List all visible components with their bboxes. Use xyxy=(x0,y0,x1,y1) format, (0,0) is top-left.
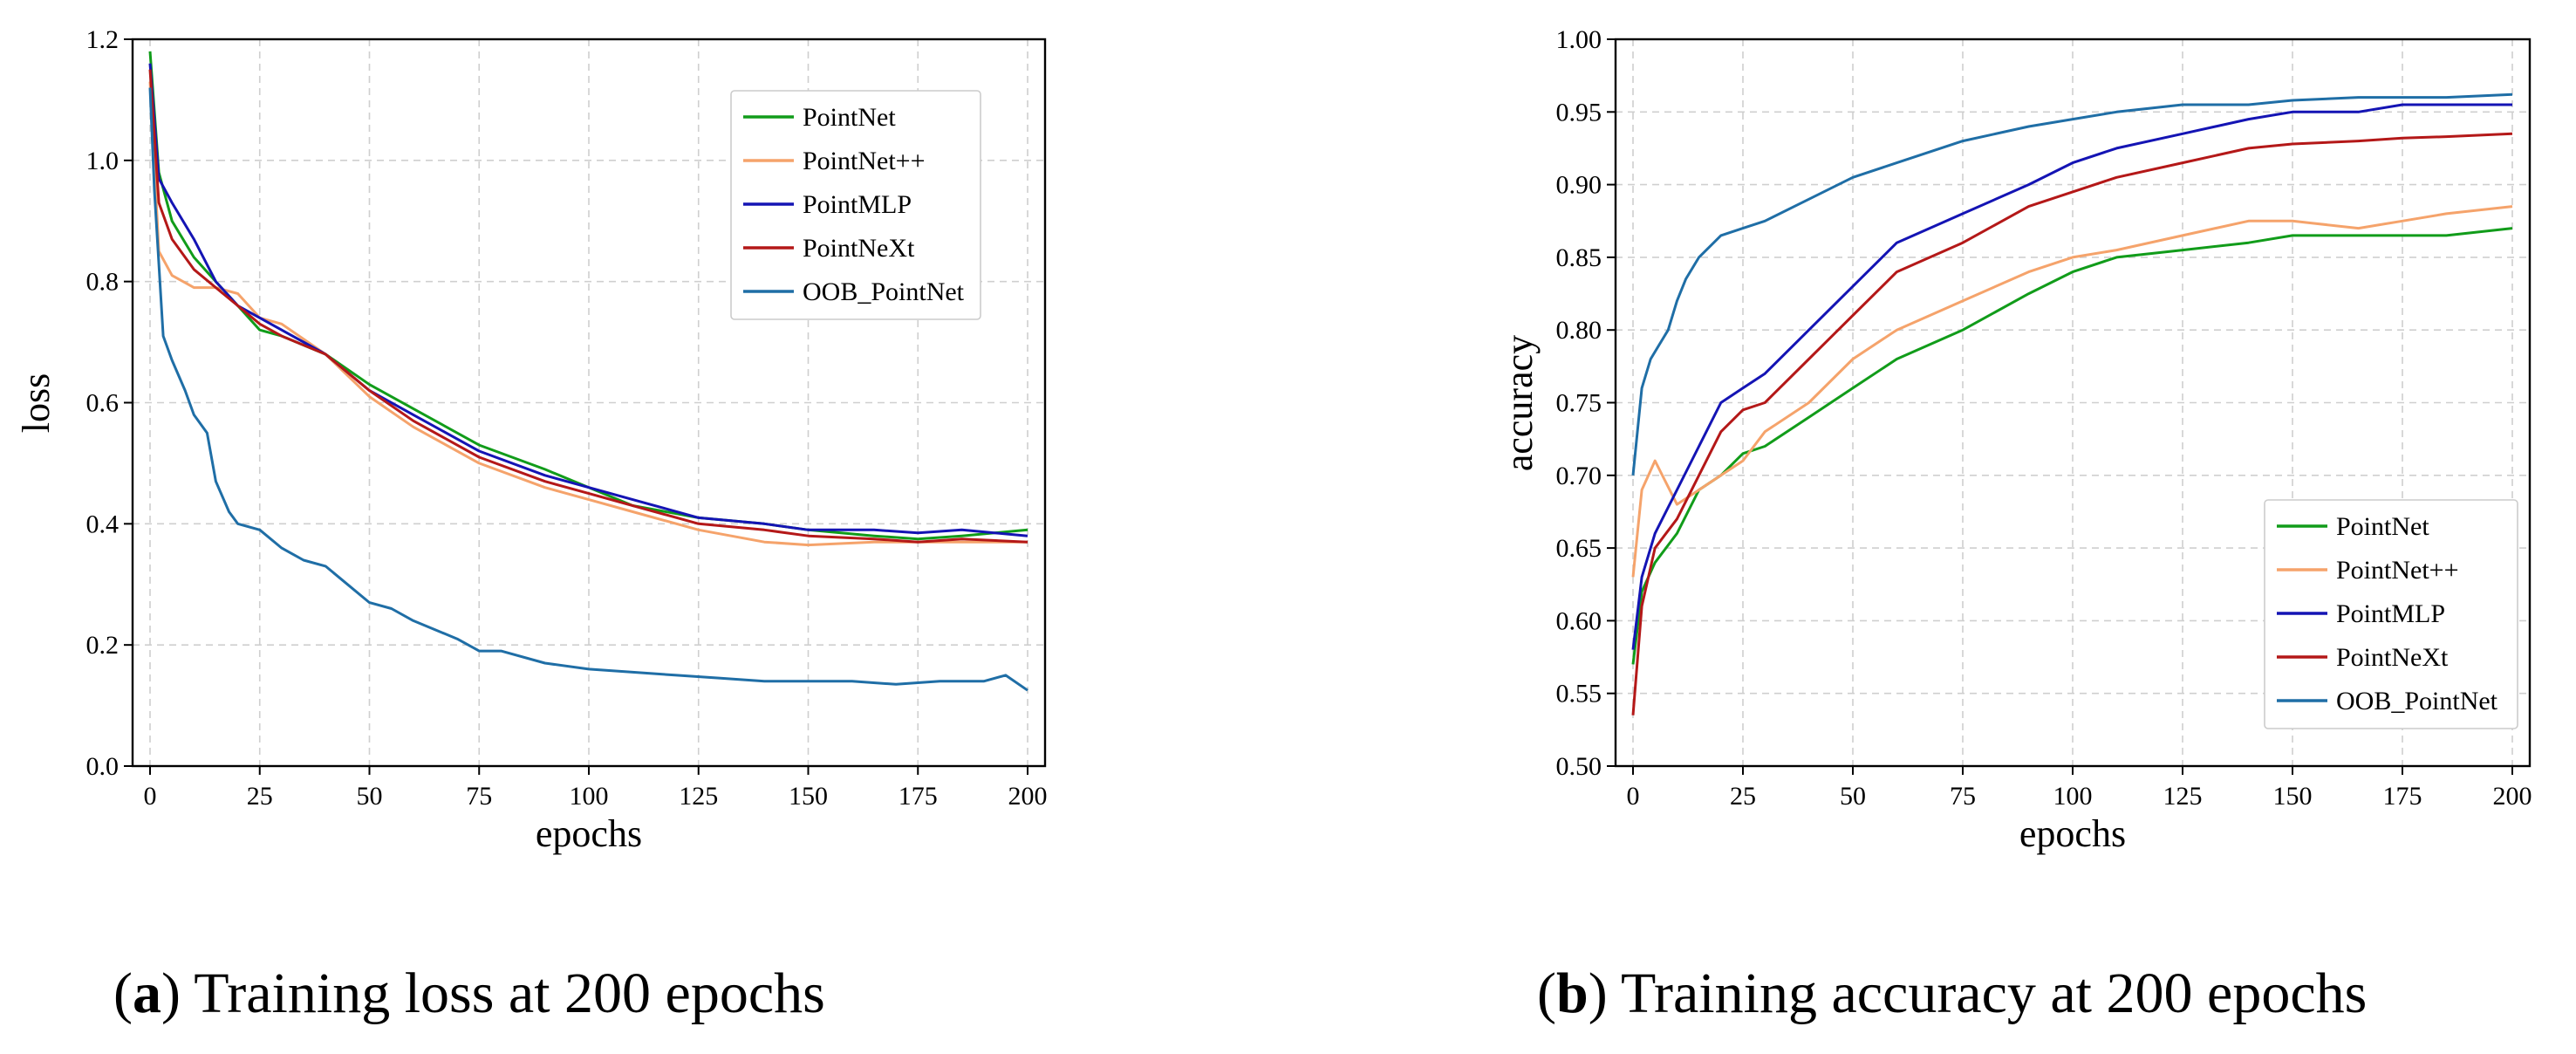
y-tick-label: 0.50 xyxy=(1556,752,1602,781)
x-axis-label: epochs xyxy=(536,812,642,855)
y-axis-label: accuracy xyxy=(1498,335,1541,471)
legend-label: PointNeXt xyxy=(803,234,915,263)
y-tick-label: 0.95 xyxy=(1556,98,1602,127)
x-tick-label: 75 xyxy=(1950,782,1976,811)
legend-label: PointMLP xyxy=(803,190,912,219)
legend-label: OOB_PointNet xyxy=(803,277,965,306)
y-tick-label: 1.00 xyxy=(1556,25,1602,54)
x-tick-label: 100 xyxy=(2053,782,2093,811)
x-tick-label: 50 xyxy=(1840,782,1866,811)
x-tick-label: 0 xyxy=(144,782,157,811)
legend-box xyxy=(2264,499,2518,729)
x-tick-label: 175 xyxy=(2383,782,2422,811)
series-line-pointnet xyxy=(1631,227,2513,665)
x-tick-label: 125 xyxy=(2163,782,2203,811)
legend: PointNet PointNet++ PointMLP PointNeXt OOB_P… xyxy=(2264,499,2518,729)
series-line-oob-pointnet xyxy=(1631,92,2513,476)
series-line-pointmlp xyxy=(148,63,1028,537)
legend: PointNet PointNet++ PointMLP PointNeXt OOB_P… xyxy=(730,90,981,320)
legend-box xyxy=(730,90,981,320)
legend-label: PointNet xyxy=(2336,512,2429,541)
series-line-pointnext xyxy=(148,69,1028,544)
y-tick-label: 0.60 xyxy=(1556,606,1602,635)
series-line-pointnet- xyxy=(148,81,1028,547)
x-tick-label: 100 xyxy=(570,782,609,811)
x-tick-label: 175 xyxy=(899,782,938,811)
y-tick-label: 0.90 xyxy=(1556,171,1602,200)
x-tick-label: 25 xyxy=(247,782,273,811)
series-line-pointmlp xyxy=(1631,103,2512,650)
y-tick-label: 0.75 xyxy=(1556,389,1602,418)
x-tick-label: 150 xyxy=(2273,782,2313,811)
y-tick-label: 0.85 xyxy=(1556,243,1602,272)
x-tick-label: 25 xyxy=(1730,782,1756,811)
y-tick-label: 0.2 xyxy=(86,631,120,660)
legend-label: PointNet++ xyxy=(2336,556,2459,585)
legend-label: PointMLP xyxy=(2336,599,2445,628)
x-tick-label: 75 xyxy=(466,782,492,811)
y-axis-label: loss xyxy=(15,373,58,433)
y-tick-label: 0.6 xyxy=(86,389,120,418)
x-tick-label: 50 xyxy=(357,782,383,811)
y-tick-label: 0.80 xyxy=(1556,316,1602,345)
legend-label: PointNeXt xyxy=(2336,643,2449,672)
x-tick-label: 125 xyxy=(679,782,718,811)
y-tick-label: 1.2 xyxy=(86,25,120,54)
y-tick-label: 0.55 xyxy=(1556,680,1602,708)
y-tick-label: 0.4 xyxy=(86,510,120,538)
series-line-oob-pointnet xyxy=(148,87,1028,692)
legend-label: PointNet xyxy=(803,103,896,132)
accuracy-chart: 0 25 50 75 100 125 150 175 200 0.50 0.55 0.60 0.65 0.… xyxy=(1498,25,2532,855)
x-axis-label: epochs xyxy=(2019,812,2126,855)
y-tick-label: 0.65 xyxy=(1556,534,1602,563)
plot-frame xyxy=(1614,38,2532,768)
caption-a: (a) Training loss at 200 epochs xyxy=(113,962,825,1025)
y-tick-label: 0.8 xyxy=(86,268,120,297)
y-tick-label: 1.0 xyxy=(86,147,120,175)
series-line-pointnet xyxy=(148,51,1028,541)
y-tick-label: 0.70 xyxy=(1556,462,1602,490)
series-line-pointnext xyxy=(1631,132,2513,715)
plot-frame xyxy=(131,38,1047,768)
x-tick-label: 150 xyxy=(789,782,828,811)
legend-label: OOB_PointNet xyxy=(2336,687,2498,715)
y-tick-label: 0.0 xyxy=(86,752,120,781)
legend-label: PointNet++ xyxy=(803,147,926,175)
x-tick-label: 200 xyxy=(2493,782,2532,811)
caption-b: (b) Training accuracy at 200 epochs xyxy=(1537,962,2367,1025)
x-tick-label: 0 xyxy=(1627,782,1640,811)
loss-chart: 0 25 50 75 100 125 150 175 200 0.0 0.2 0.4 0.6 0.8 1.0… xyxy=(15,25,1048,855)
x-tick-label: 200 xyxy=(1008,782,1048,811)
